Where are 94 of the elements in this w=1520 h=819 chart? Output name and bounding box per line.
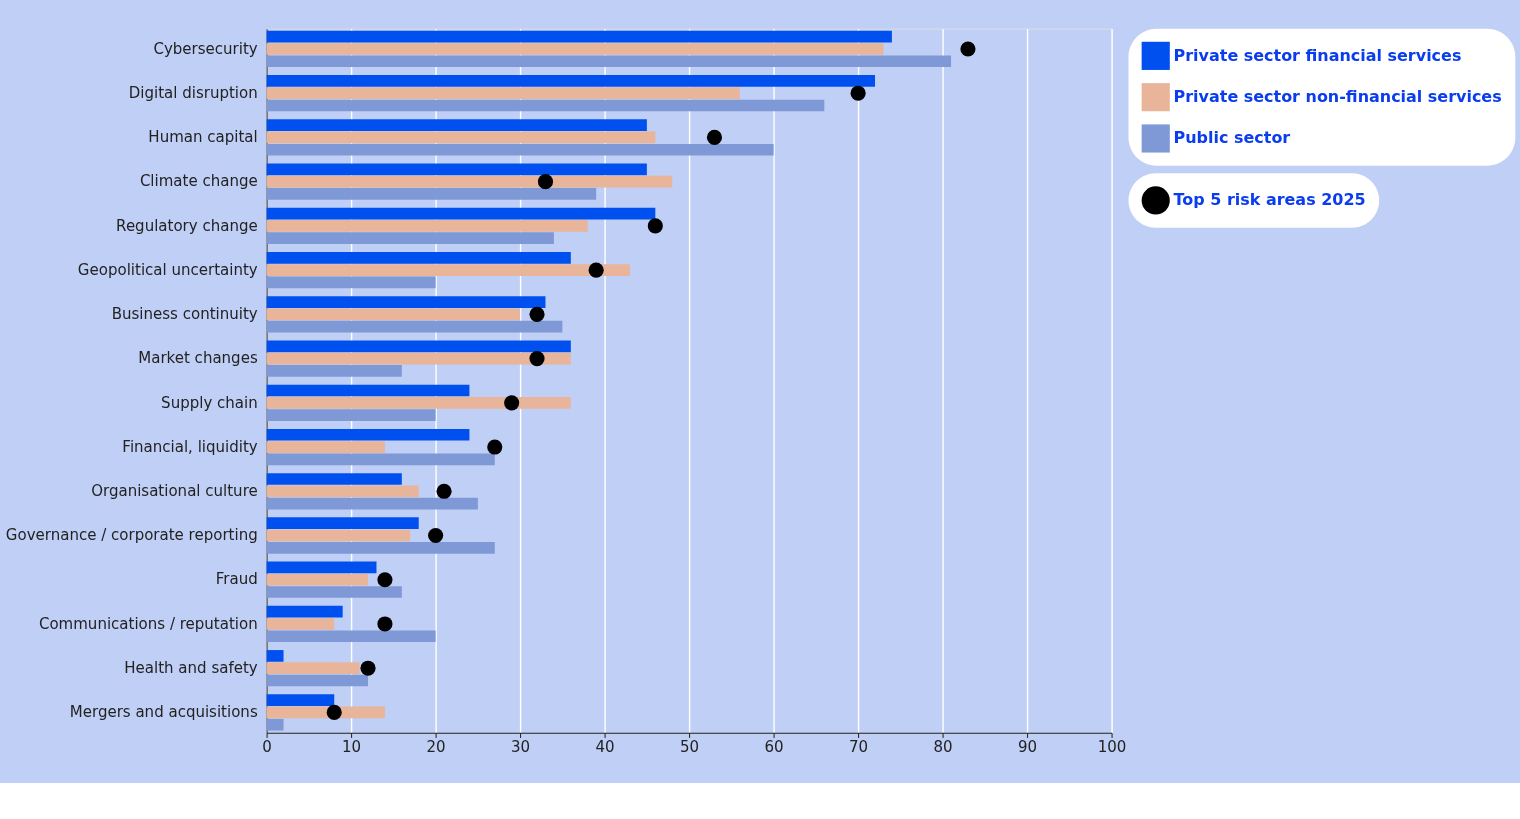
bar (266, 365, 402, 377)
bar (266, 561, 377, 574)
x-tick-label: 30 (511, 738, 531, 757)
bar (266, 517, 419, 530)
bar (266, 473, 402, 485)
point (647, 218, 663, 234)
point (360, 660, 376, 676)
point (960, 41, 976, 57)
bar (266, 43, 884, 55)
y-tick-label: Health and safety (124, 658, 258, 677)
x-tick-label: 10 (342, 738, 362, 757)
bar (266, 630, 436, 643)
bar (266, 694, 335, 706)
bar (266, 441, 385, 453)
bar (266, 276, 436, 289)
bar (266, 674, 369, 687)
bar (266, 296, 546, 308)
y-tick-label: Financial, liquidity (122, 437, 258, 456)
x-tick-label: 40 (595, 738, 615, 757)
y-tick-label: Geopolitical uncertainty (77, 260, 258, 279)
bar (266, 541, 495, 554)
x-tick-label: 20 (426, 738, 446, 757)
legend-label: Private sector non-financial services (1173, 86, 1502, 106)
bar (266, 320, 563, 333)
bar (266, 308, 521, 321)
bar (266, 396, 571, 409)
point (537, 174, 554, 190)
bar (266, 220, 588, 232)
bar (266, 384, 470, 397)
bar (266, 251, 571, 264)
bar (266, 428, 470, 441)
y-tick-label: Governance / corporate reporting (5, 526, 258, 545)
bar (266, 453, 495, 466)
bar (266, 55, 952, 68)
bar (266, 586, 402, 598)
y-tick-label: Climate change (139, 172, 258, 191)
bar (266, 340, 571, 353)
bar (266, 485, 419, 498)
bar (266, 409, 436, 421)
legend-label: Private sector financial services (1173, 45, 1462, 65)
bar (266, 75, 876, 87)
y-tick-label: Business continuity (111, 305, 258, 324)
bar (266, 119, 647, 131)
bar (266, 99, 825, 112)
bar (266, 188, 597, 200)
x-tick-label: 80 (933, 738, 953, 757)
point (529, 351, 545, 367)
bar (266, 529, 411, 542)
bar (266, 264, 630, 276)
y-tick-label: Digital disruption (128, 83, 258, 102)
y-tick-label: Supply chain (161, 393, 258, 412)
y-tick-label: Communications / reputation (38, 614, 258, 633)
bar (266, 207, 656, 220)
bar (266, 650, 284, 662)
bar (266, 573, 369, 586)
point (529, 306, 545, 322)
bar (266, 352, 571, 365)
point (428, 527, 444, 544)
legend-label: Top 5 risk areas 2025 (1173, 190, 1366, 210)
bar (266, 497, 478, 510)
bar (266, 662, 360, 675)
point (706, 129, 723, 145)
point (588, 262, 604, 278)
x-tick-label: 0 (262, 738, 272, 757)
bar (266, 131, 656, 144)
point (326, 704, 342, 720)
y-tick-label: Market changes (138, 349, 258, 368)
point (487, 439, 503, 455)
y-tick-label: Human capital (148, 128, 258, 147)
bar (266, 175, 673, 188)
point (377, 572, 393, 588)
point (436, 483, 452, 499)
bar (266, 605, 343, 618)
bar (266, 143, 774, 156)
point (850, 85, 866, 101)
bar (266, 30, 892, 43)
bar (266, 618, 335, 630)
x-tick-label: 100 (1097, 738, 1127, 757)
bar (266, 232, 554, 245)
y-tick-label: Mergers and acquisitions (69, 703, 258, 722)
y-tick-label: Organisational culture (91, 481, 258, 500)
y-tick-label: Cybersecurity (153, 39, 258, 58)
x-tick-label: 70 (849, 738, 869, 757)
y-tick-label: Regulatory change (116, 216, 258, 235)
point (377, 616, 393, 632)
bar (266, 87, 740, 100)
bar (266, 163, 647, 176)
x-tick-label: 50 (680, 738, 700, 757)
bar (266, 718, 284, 731)
point (504, 395, 520, 411)
x-tick-label: 90 (1018, 738, 1038, 757)
legend-label: Public sector (1173, 128, 1291, 148)
x-tick-label: 60 (764, 738, 784, 757)
y-tick-label: Fraud (215, 570, 258, 589)
